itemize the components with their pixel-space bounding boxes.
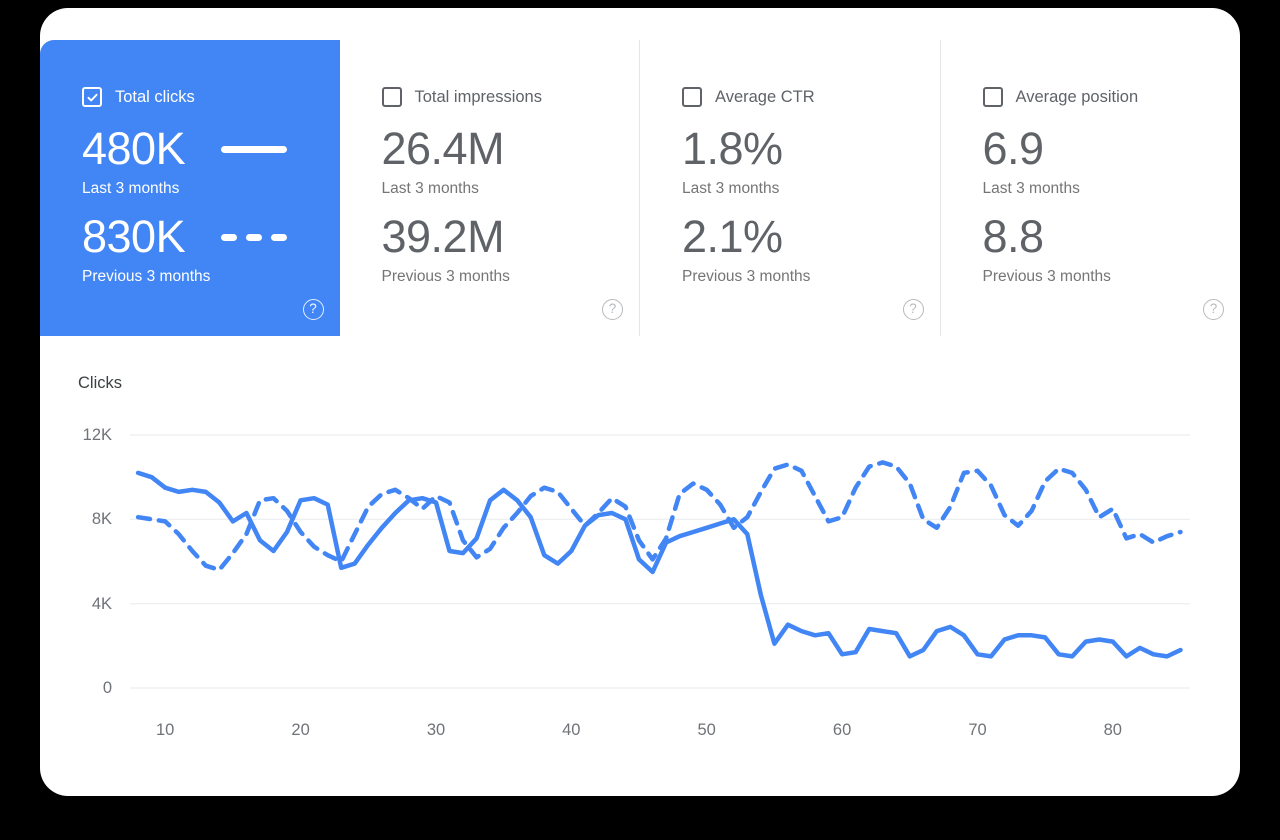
metric-secondary-value: 8.8 [982, 211, 1045, 262]
primary-value-row: 480K [82, 122, 322, 176]
y-axis-tick-label: 8K [91, 510, 112, 529]
x-axis-tick-label: 40 [562, 721, 581, 739]
metric-secondary-value: 39.2M [381, 211, 505, 262]
metric-header[interactable]: Total impressions [381, 86, 622, 108]
secondary-value-row: 2.1% [682, 210, 922, 264]
secondary-value-row: 830K [82, 210, 322, 264]
metric-label: Average position [1015, 87, 1139, 106]
metric-secondary-caption: Previous 3 months [381, 268, 510, 285]
help-icon[interactable]: ? [902, 299, 924, 320]
average-ctr-checkbox[interactable] [682, 87, 702, 107]
help-icon[interactable]: ? [602, 299, 623, 320]
performance-panel: Total clicks 480K Last 3 months 830K Pre… [40, 8, 1240, 796]
metric-secondary-value: 2.1% [682, 211, 783, 262]
y-axis-tick-label: 0 [102, 679, 112, 697]
help-icon[interactable]: ? [302, 299, 324, 320]
secondary-value-row: 39.2M [382, 210, 622, 264]
metric-primary-caption: Last 3 months [82, 180, 180, 197]
metric-primary-value: 6.9 [982, 123, 1045, 174]
metric-primary-value: 1.8% [682, 123, 783, 174]
metric-label: Total impressions [414, 87, 542, 106]
x-axis-tick-label: 10 [156, 721, 175, 739]
metric-header[interactable]: Average position [982, 86, 1223, 108]
series-line-dashed [135, 460, 1183, 573]
total-impressions-checkbox[interactable] [381, 87, 402, 107]
legend-solid-line-icon [221, 145, 288, 153]
x-axis-tick-label: 20 [291, 721, 310, 739]
x-axis-tick-label: 70 [968, 721, 987, 739]
line-chart-svg [130, 434, 1190, 689]
total-clicks-checkbox[interactable] [82, 87, 102, 107]
metric-card-total-impressions[interactable]: Total impressions 26.4M Last 3 months 39… [340, 40, 640, 336]
metric-primary-caption: Last 3 months [682, 180, 780, 197]
y-axis-tick-label: 12K [82, 425, 112, 444]
metric-card-average-ctr[interactable]: Average CTR 1.8% Last 3 months 2.1% Prev… [639, 40, 940, 336]
secondary-value-row: 8.8 [983, 210, 1223, 264]
x-axis-tick-label: 80 [1103, 721, 1122, 739]
primary-value-row: 6.9 [983, 122, 1223, 176]
metric-card-average-position[interactable]: Average position 6.9 Last 3 months 8.8 P… [939, 40, 1241, 336]
checkmark-icon [86, 93, 98, 101]
x-axis-tick-label: 50 [697, 721, 716, 739]
metric-secondary-caption: Previous 3 months [82, 268, 211, 285]
metric-card-total-clicks[interactable]: Total clicks 480K Last 3 months 830K Pre… [40, 40, 340, 336]
metric-primary-value: 26.4M [381, 123, 505, 174]
average-position-checkbox[interactable] [982, 87, 1003, 107]
metric-header[interactable]: Average CTR [682, 86, 922, 108]
x-axis-tick-label: 30 [426, 721, 446, 739]
metric-primary-caption: Last 3 months [381, 180, 479, 197]
metric-secondary-caption: Previous 3 months [982, 268, 1111, 285]
legend-dashed-line-icon [221, 233, 288, 241]
clicks-line-chart: 12K 8K 4K 0 10 20 30 40 50 60 70 80 [83, 408, 1190, 739]
metric-label: Average CTR [715, 87, 815, 106]
metric-primary-caption: Last 3 months [982, 180, 1080, 197]
metric-secondary-value: 830K [82, 211, 186, 262]
metric-primary-value: 480K [82, 123, 186, 174]
y-axis-tick-label: 4K [91, 594, 112, 613]
primary-value-row: 26.4M [382, 122, 622, 176]
metric-header[interactable]: Total clicks [82, 86, 322, 108]
chart-title: Clicks [78, 374, 122, 392]
help-icon[interactable]: ? [1203, 299, 1224, 320]
metrics-row: Total clicks 480K Last 3 months 830K Pre… [40, 40, 1240, 336]
x-axis-tick-label: 60 [832, 721, 852, 739]
primary-value-row: 1.8% [682, 122, 922, 176]
metric-label: Total clicks [115, 87, 195, 106]
series-line-solid [135, 470, 1183, 659]
metric-secondary-caption: Previous 3 months [682, 268, 811, 285]
